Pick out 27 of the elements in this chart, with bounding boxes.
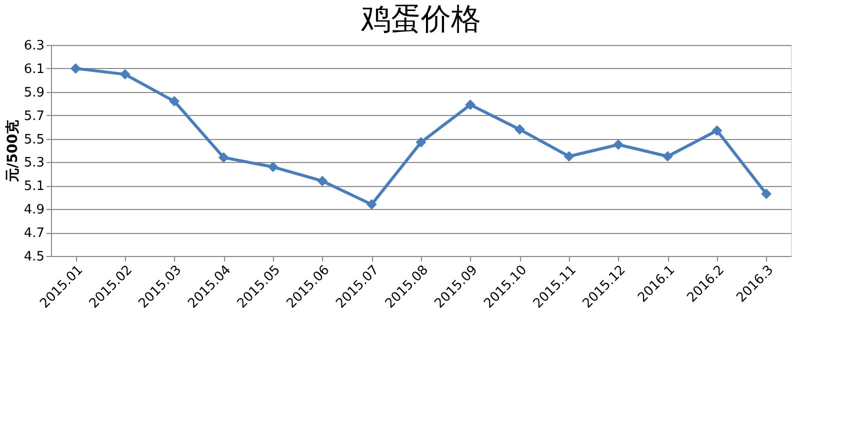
point [662,151,673,162]
y-tick-label: 4.7 [24,226,44,242]
y-tick-label: 5.3 [24,156,44,171]
point [465,100,476,110]
point [712,125,722,136]
y-tick-label: 5.7 [24,108,44,124]
y-axis-title: 元/500克 [4,118,21,184]
y-tick-label: 6.1 [24,62,44,77]
y-tick-label: 4.5 [24,250,44,264]
point [514,124,525,135]
point [613,139,624,150]
chart-title: 鸡蛋价格 [360,2,481,37]
y-tick-label: 5.5 [24,132,44,148]
point [120,69,130,80]
point [366,199,377,210]
y-tick-label: 5.1 [24,179,44,194]
y-tick-label: 5.9 [24,85,44,100]
point [169,96,180,107]
point [218,152,229,163]
y-tick-label: 4.9 [24,202,44,218]
point [317,176,328,186]
point [70,63,81,74]
point [268,162,278,172]
point [416,137,426,148]
point [564,151,574,162]
y-tick-label: 6.3 [24,38,44,54]
point [761,188,772,200]
